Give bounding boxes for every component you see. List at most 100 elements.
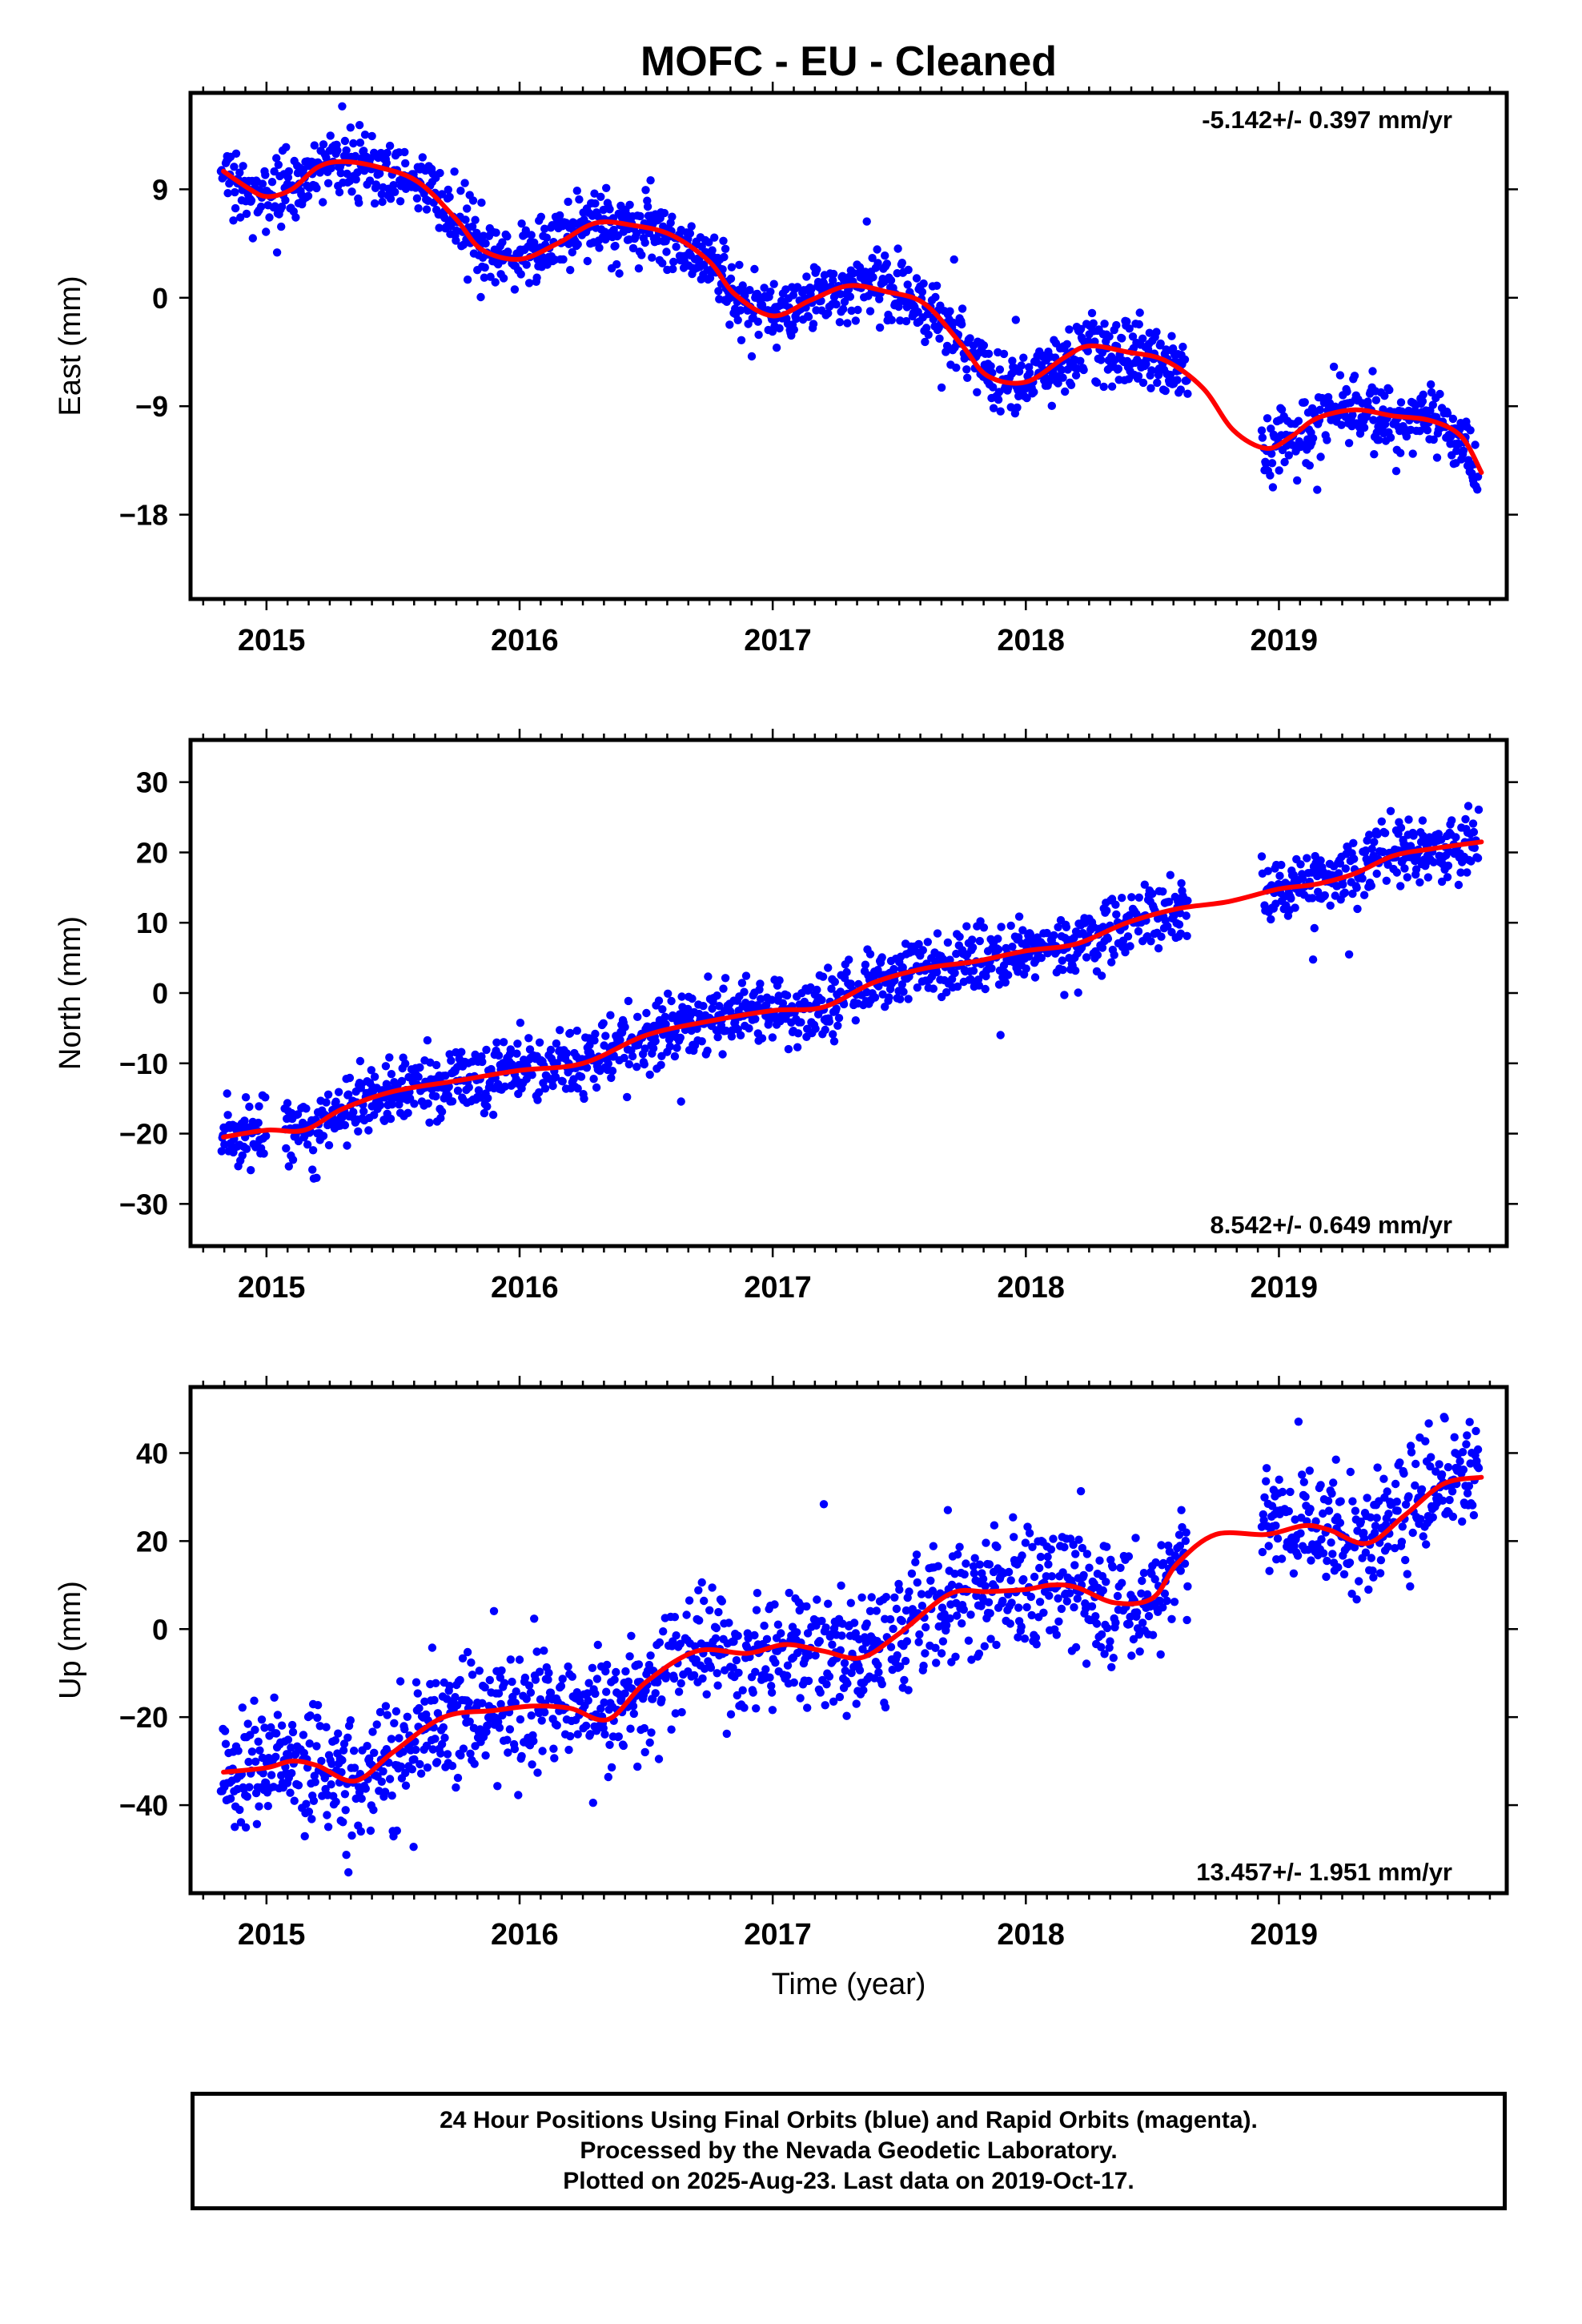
up-point: [858, 1645, 867, 1654]
east-point: [1359, 423, 1369, 432]
up-point: [828, 1640, 837, 1649]
up-point: [375, 1787, 383, 1795]
east-point: [591, 199, 600, 208]
up-point: [750, 1630, 759, 1640]
north-point: [580, 1094, 588, 1104]
up-point: [1058, 1568, 1067, 1577]
up-point: [934, 1562, 943, 1570]
up-point: [1098, 1586, 1108, 1595]
up-point: [892, 1604, 901, 1614]
east-point: [573, 239, 582, 249]
east-point: [1017, 361, 1026, 370]
up-point: [243, 1792, 251, 1801]
up-point: [1376, 1556, 1386, 1565]
up-point: [725, 1618, 733, 1627]
east-point: [750, 264, 759, 274]
north-point: [1348, 889, 1357, 899]
up-point: [1070, 1561, 1079, 1570]
up-point: [855, 1666, 865, 1675]
north-point: [1123, 932, 1133, 941]
up-point: [793, 1628, 801, 1637]
x-axis-label: Time (year): [772, 1968, 926, 2001]
east-point: [530, 238, 539, 247]
up-point: [1401, 1500, 1411, 1510]
up-point: [953, 1611, 962, 1620]
north-point: [1463, 868, 1472, 877]
east-point: [1061, 387, 1070, 396]
north-point: [1098, 923, 1108, 931]
up-point: [287, 1743, 295, 1752]
east-point: [1380, 392, 1389, 400]
up-point: [304, 1807, 314, 1816]
north-point: [929, 984, 938, 993]
east-x-tick-label: 2017: [744, 624, 812, 657]
east-point: [568, 247, 576, 257]
east-x-tick-label: 2018: [997, 624, 1065, 657]
up-point: [901, 1656, 910, 1666]
east-point: [272, 154, 281, 163]
up-point: [527, 1711, 536, 1720]
north-point: [645, 1070, 654, 1080]
up-point: [917, 1602, 927, 1610]
east-point: [1344, 439, 1354, 448]
east-point: [1316, 452, 1325, 461]
up-point: [255, 1746, 264, 1755]
up-point: [251, 1757, 260, 1766]
north-point: [699, 1002, 708, 1011]
up-point: [1157, 1541, 1166, 1550]
north-point: [1308, 894, 1317, 903]
up-point: [584, 1679, 593, 1687]
east-point: [1452, 446, 1461, 456]
east-point: [445, 192, 454, 202]
up-point: [919, 1661, 928, 1671]
up-point: [1262, 1477, 1271, 1486]
up-point: [255, 1802, 263, 1811]
north-point: [283, 1099, 292, 1108]
east-scatter-points: [216, 102, 1483, 494]
up-point: [1109, 1654, 1118, 1663]
north-point: [697, 1037, 706, 1046]
north-point: [751, 1015, 760, 1023]
up-point: [1092, 1619, 1102, 1628]
east-point: [793, 283, 802, 292]
up-point: [1139, 1569, 1149, 1578]
east-point: [989, 383, 998, 392]
up-point: [322, 1723, 331, 1731]
east-point: [897, 259, 907, 267]
up-point: [1474, 1464, 1484, 1473]
north-point: [562, 1049, 572, 1058]
up-point: [811, 1651, 820, 1660]
up-point: [1091, 1612, 1100, 1621]
east-point: [1284, 451, 1294, 460]
up-point: [581, 1721, 591, 1731]
east-y-tick-label: 9: [152, 173, 168, 206]
east-point: [522, 260, 531, 269]
north-point: [830, 977, 840, 987]
up-point: [399, 1747, 408, 1756]
east-point: [336, 169, 345, 178]
up-point: [836, 1646, 845, 1655]
up-point: [762, 1634, 772, 1643]
east-point: [687, 222, 696, 231]
up-point: [1334, 1563, 1343, 1572]
up-point: [752, 1704, 761, 1713]
up-point: [890, 1593, 899, 1602]
up-point: [375, 1707, 385, 1717]
east-point: [875, 323, 885, 332]
east-point: [477, 198, 486, 207]
east-point: [1473, 472, 1483, 481]
east-point: [912, 274, 921, 283]
up-point: [1469, 1510, 1479, 1520]
up-point: [1356, 1517, 1366, 1526]
north-point: [821, 1025, 829, 1035]
east-point: [1315, 405, 1325, 414]
up-point: [1039, 1608, 1048, 1618]
up-point: [270, 1693, 279, 1702]
up-y-tick-label: 40: [136, 1437, 168, 1470]
up-point: [992, 1640, 1001, 1650]
east-point: [1355, 429, 1365, 438]
up-point: [662, 1671, 671, 1679]
north-point: [1403, 873, 1412, 882]
up-point: [601, 1667, 610, 1676]
east-point: [277, 222, 286, 231]
